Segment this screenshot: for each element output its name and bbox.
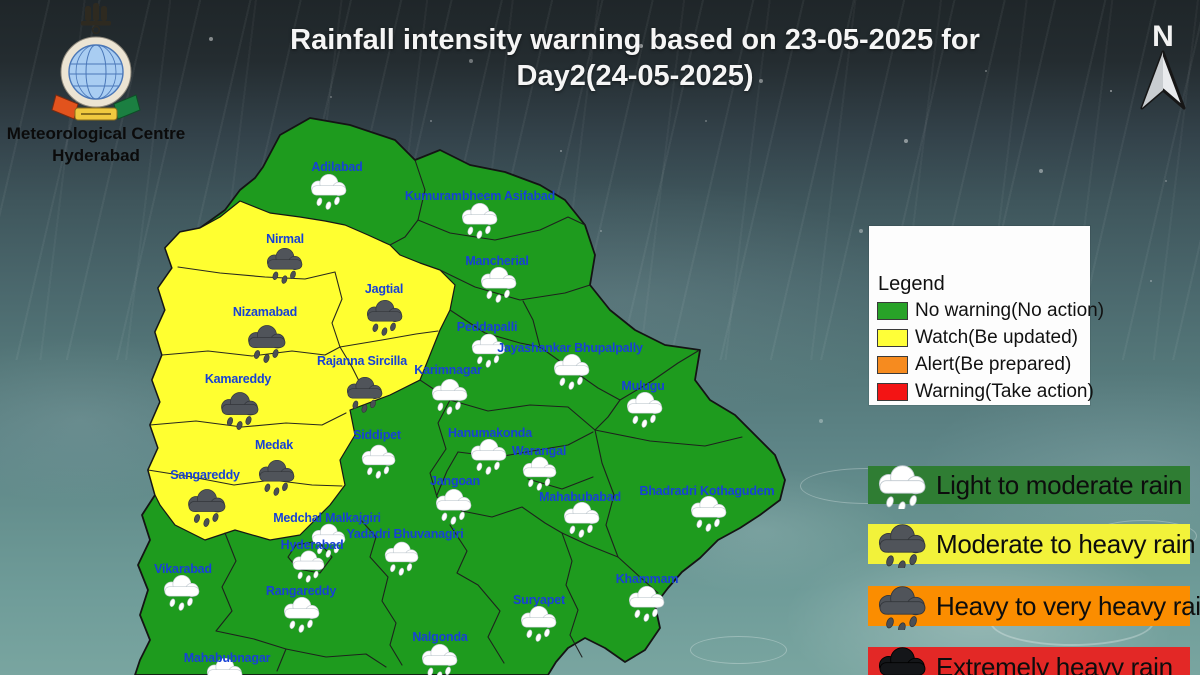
district-label: Nirmal <box>266 232 304 246</box>
district-label: Mancherial <box>465 254 528 268</box>
legend-row: Watch(Be updated) <box>877 326 1090 348</box>
legend-box: Legend No warning(No action) Watch(Be up… <box>869 226 1104 405</box>
rain-specks <box>0 0 2 2</box>
district-label: Medchal Malkajgiri <box>273 511 381 525</box>
globe-icon <box>60 36 132 108</box>
legend-row: Warning(Take action) <box>877 381 1094 402</box>
page-title: Rainfall intensity warning based on 23-0… <box>235 22 1035 94</box>
district-label: Yadadri Bhuvanagiri <box>346 527 463 541</box>
org-line1: Meteorological Centre <box>6 124 186 143</box>
legend-label: No warning(No action) <box>915 299 1105 321</box>
dark-rain-cloud-icon <box>878 586 926 630</box>
water-ripple <box>690 636 787 664</box>
title-line2: Day2(24-05-2025) <box>516 60 754 92</box>
district-label: Bhadradri Kothagudem <box>640 484 775 498</box>
legend-swatch-green <box>877 301 908 320</box>
black-rain-cloud-icon <box>878 647 926 675</box>
north-arrow: N <box>1140 20 1186 110</box>
rain-cloud-icon <box>878 465 926 509</box>
district-label: Adilabad <box>311 160 362 174</box>
district-label: Vikarabad <box>154 562 212 576</box>
intensity-bar-moderate-heavy: Moderate to heavy rain <box>868 524 1196 568</box>
district-borders <box>147 159 743 672</box>
district-label: Suryapet <box>513 593 566 607</box>
imd-logo <box>51 3 141 121</box>
legend-row: No warning(No action) <box>877 300 1104 321</box>
legend-label: Watch(Be updated) <box>915 326 1078 348</box>
district-label: Hyderabad <box>281 538 344 552</box>
district-label: Jagtial <box>365 282 403 296</box>
org-line2: Hyderabad <box>52 146 140 165</box>
ashoka-emblem-icon <box>81 3 111 35</box>
intensity-label: Moderate to heavy rain <box>936 528 1196 559</box>
title-line1: Rainfall intensity warning based on 23-0… <box>290 24 980 56</box>
north-label: N <box>1152 20 1174 53</box>
compass-needle-shade <box>1142 52 1163 108</box>
ribbon-right <box>113 94 141 120</box>
legend-label: Alert(Be prepared) <box>915 353 1072 375</box>
legend-swatch-orange <box>877 355 908 374</box>
legend-swatch-yellow <box>877 328 908 347</box>
district-label: Jayashankar Bhupalpally <box>497 341 643 355</box>
district-label: Kumurambheem Asifabad <box>405 189 555 203</box>
district-label: Rajanna Sircilla <box>317 354 408 368</box>
district-label: Mahabubabad <box>539 490 621 504</box>
district-label: Medak <box>255 438 293 452</box>
district-label: Hanumakonda <box>448 426 533 440</box>
intensity-label: Heavy to very heavy rain <box>936 590 1200 621</box>
district-label: Sangareddy <box>170 468 240 482</box>
intensity-bar-extremely-heavy: Extremely heavy rain <box>868 647 1190 675</box>
intensity-bar-light-moderate: Light to moderate rain <box>868 465 1190 509</box>
intensity-bar-heavy-very-heavy: Heavy to very heavy rain <box>868 586 1200 630</box>
district-label: Warangal <box>512 444 566 458</box>
dark-rain-cloud-icon <box>878 524 926 568</box>
district-labels: Adilabad Kumurambheem Asifabad Nirmal Ma… <box>154 160 775 665</box>
legend-label: Warning(Take action) <box>915 380 1094 402</box>
legend-row: Alert(Be prepared) <box>877 353 1090 375</box>
district-label: Jangoan <box>430 474 480 488</box>
district-label: Siddipet <box>353 428 402 442</box>
legend-swatch-red <box>877 382 908 401</box>
telangana-warning-map: Adilabad Kumurambheem Asifabad Nirmal Ma… <box>134 117 786 675</box>
intensity-label: Extremely heavy rain <box>936 651 1173 675</box>
district-label: Nizamabad <box>233 305 297 319</box>
org-name: Meteorological Centre Hyderabad <box>0 123 192 167</box>
district-label: Nalgonda <box>412 630 469 644</box>
district-label: Mulugu <box>621 379 664 393</box>
legend-title: Legend <box>878 273 945 295</box>
intensity-label: Light to moderate rain <box>936 469 1183 500</box>
district-label: Karimnagar <box>414 363 482 377</box>
district-label: Kamareddy <box>205 372 272 386</box>
district-label: Peddapalli <box>457 320 518 334</box>
ribbon-left <box>51 94 79 120</box>
district-label: Khammam <box>616 572 679 586</box>
district-label: Mahabubnagar <box>184 651 271 665</box>
district-label: Rangareddy <box>266 584 336 598</box>
